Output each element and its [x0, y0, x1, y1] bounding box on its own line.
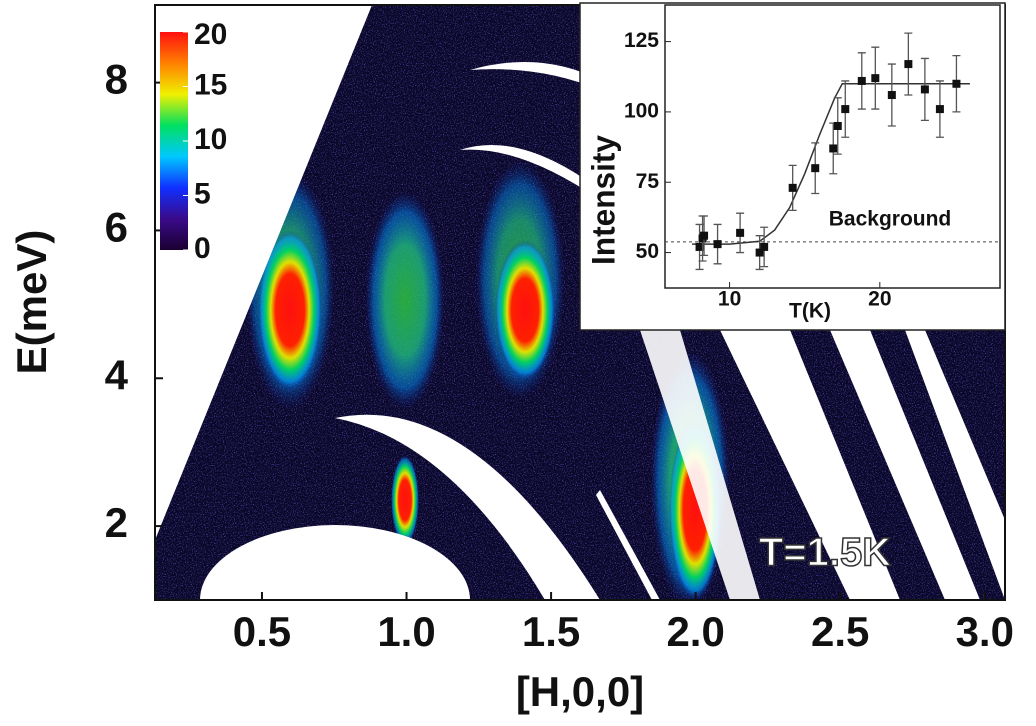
- data-point: [811, 164, 820, 173]
- inset-y-tick-label: 100: [624, 99, 659, 122]
- y-tick-label: 4: [105, 351, 129, 398]
- x-tick-label: 0.5: [233, 608, 291, 655]
- x-axis-label: [H,0,0]: [516, 668, 644, 715]
- data-point: [841, 105, 850, 114]
- inset-x-tick-label: 20: [868, 288, 891, 311]
- x-tick-label: 1.5: [522, 608, 580, 655]
- annotation: T=1.5K: [759, 531, 891, 575]
- inset-y-tick-label: 125: [624, 29, 659, 52]
- data-point: [887, 91, 896, 100]
- background-label: Background: [829, 207, 952, 230]
- y-tick-label: 8: [105, 56, 128, 103]
- data-point: [935, 105, 944, 114]
- x-tick-label: 1.0: [377, 608, 435, 655]
- data-point: [695, 242, 704, 251]
- data-point: [952, 79, 961, 88]
- y-tick-label: 6: [105, 204, 128, 251]
- inset-frame: [664, 4, 1001, 289]
- colorbar-tick-label: 10: [194, 123, 227, 156]
- data-point: [700, 231, 709, 240]
- x-tick-label: 2.5: [811, 608, 869, 655]
- colorbar-tick-label: 5: [194, 177, 211, 210]
- data-point: [857, 76, 866, 85]
- data-point: [833, 121, 842, 130]
- data-point: [920, 85, 929, 94]
- colorbar-tick-label: 20: [194, 18, 227, 51]
- fit-line: [692, 83, 970, 245]
- inset-x-label: T(K): [789, 300, 831, 323]
- data-point: [713, 240, 722, 249]
- data-point: [736, 228, 745, 237]
- inset-y-tick-label: 75: [636, 170, 660, 193]
- inset-x-tick-label: 10: [718, 288, 741, 311]
- x-tick-label: 2.0: [666, 608, 724, 655]
- data-point: [871, 74, 880, 83]
- inset-y-label: Intensity: [585, 135, 621, 265]
- data-point: [904, 60, 913, 69]
- data-point: [760, 242, 769, 251]
- colorbar-tick-label: 0: [194, 232, 211, 265]
- inset-y-tick-label: 50: [636, 240, 659, 263]
- data-point: [829, 144, 838, 153]
- data-point: [755, 248, 764, 257]
- y-axis-label: E(meV): [8, 230, 55, 375]
- y-tick-label: 2: [105, 499, 128, 546]
- data-point: [788, 183, 797, 192]
- x-tick-label: 3.0: [956, 608, 1014, 655]
- colorbar-tick-label: 15: [194, 68, 227, 101]
